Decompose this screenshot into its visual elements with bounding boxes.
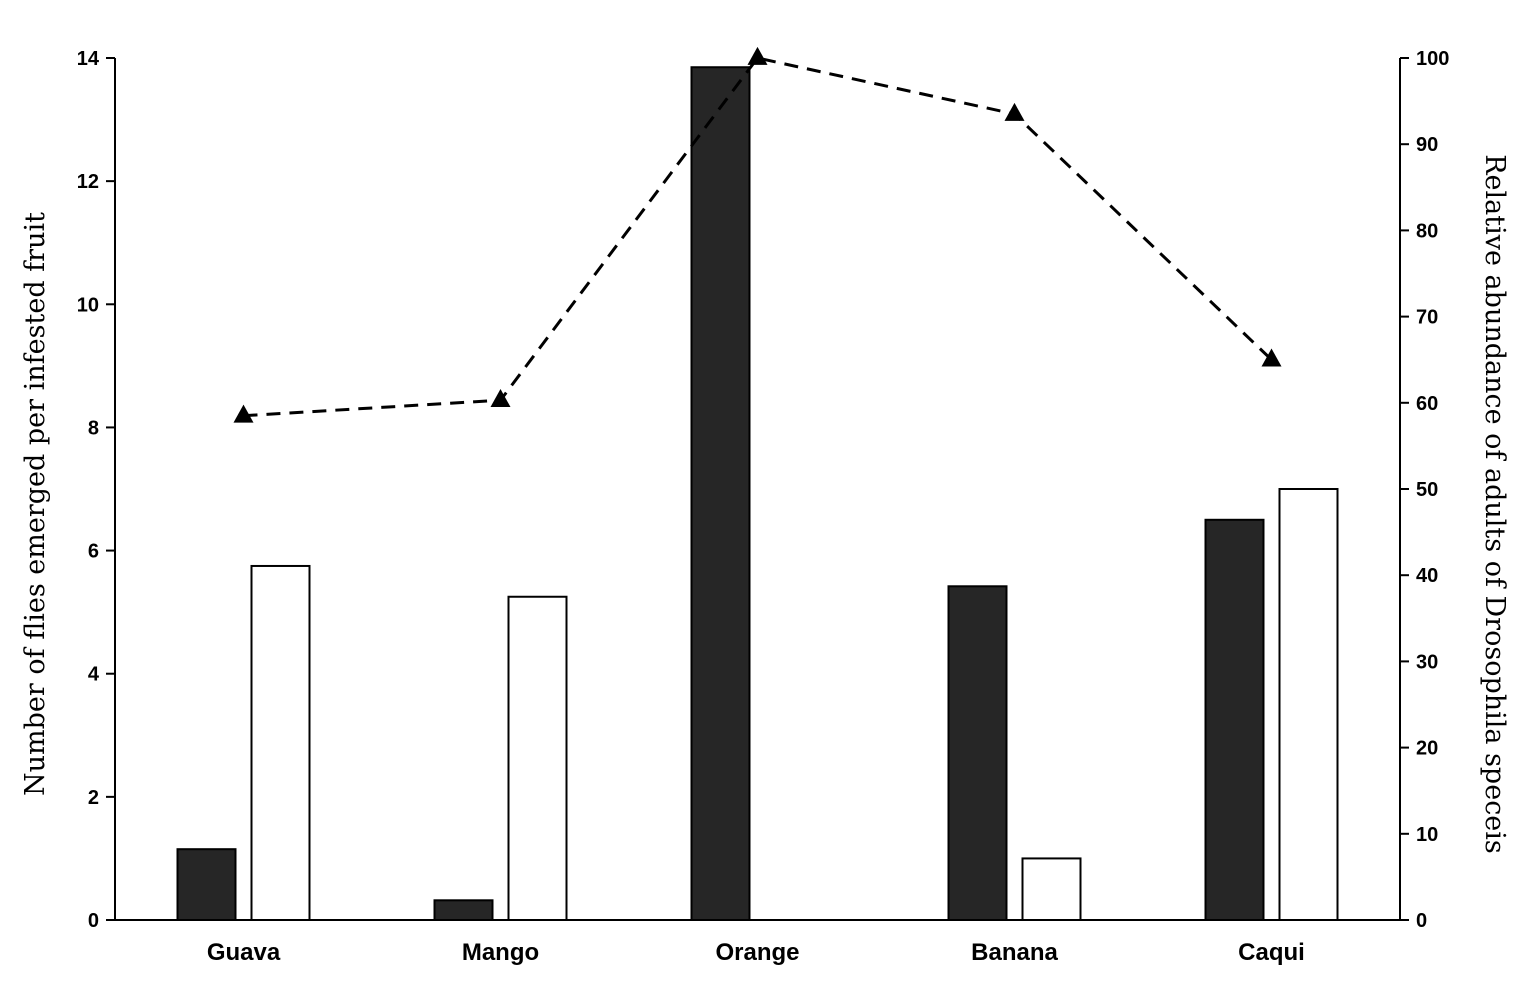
y2-axis-title: Relative abundance of adults of Drosophi… [1479, 154, 1510, 854]
bar-series-2-mango [507, 595, 568, 921]
line-point-orange [747, 46, 768, 65]
bar-series-1-guava [176, 848, 237, 922]
x-tick-label-banana: Banana [971, 939, 1058, 966]
y2-tick-label: 10 [1416, 824, 1438, 846]
bar-series-1-banana [947, 585, 1008, 921]
y-tick-label: 12 [77, 171, 99, 193]
y2-tick-label: 20 [1416, 738, 1438, 760]
y2-tick-label: 90 [1416, 134, 1438, 156]
y2-tick-label: 50 [1416, 479, 1438, 501]
labels-layer: 0 2 4 6 8 10 12 14 0 10 20 30 40 50 60 70 80 90 100 Guava Ma… [77, 48, 1450, 966]
y-tick-label: 8 [88, 417, 99, 439]
axes-layer [106, 57, 1409, 921]
line-layer [233, 46, 1282, 423]
line-point-guava [233, 404, 254, 423]
bars-layer [176, 66, 1339, 922]
y2-tick-label: 0 [1416, 910, 1427, 932]
bar-series-1-orange [690, 66, 751, 921]
bar-series-1-mango [433, 899, 494, 921]
bar-series-2-banana [1021, 857, 1082, 922]
x-tick-label-mango: Mango [462, 939, 539, 966]
line-series-3 [243, 56, 1273, 418]
y2-tick-label: 70 [1416, 307, 1438, 329]
bar-series-2-guava [250, 564, 311, 921]
y-tick-label: 14 [77, 48, 100, 70]
y2-tick-label: 100 [1416, 48, 1449, 70]
y-axis-title: Number of flies emerged per infested fru… [20, 212, 51, 796]
y2-tick-label: 40 [1416, 565, 1438, 587]
x-tick-label-orange: Orange [715, 939, 799, 966]
bar-series-1-caqui [1204, 518, 1265, 921]
bar-series-2-caqui [1278, 488, 1339, 921]
y-tick-label: 10 [77, 294, 99, 316]
y-tick-label: 4 [88, 664, 100, 686]
line-point-banana [1004, 102, 1025, 121]
y2-tick-label: 30 [1416, 651, 1438, 673]
line-point-mango [490, 389, 511, 408]
x-tick-label-guava: Guava [207, 939, 281, 966]
y2-tick-label: 80 [1416, 220, 1438, 242]
line-point-caqui [1261, 348, 1282, 367]
y-tick-label: 2 [88, 787, 99, 809]
y-tick-label: 6 [88, 541, 99, 563]
y2-tick-label: 60 [1416, 393, 1438, 415]
x-tick-label-caqui: Caqui [1238, 939, 1305, 966]
y-tick-label: 0 [88, 910, 99, 932]
